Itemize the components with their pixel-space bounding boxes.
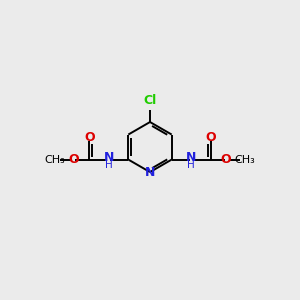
Text: N: N	[104, 151, 114, 164]
Text: CH₃: CH₃	[235, 154, 255, 165]
Text: O: O	[220, 153, 231, 166]
Text: N: N	[186, 151, 196, 164]
Text: H: H	[105, 160, 113, 170]
Text: CH₃: CH₃	[45, 154, 65, 165]
Text: H: H	[187, 160, 195, 170]
Text: N: N	[145, 166, 155, 178]
Text: O: O	[205, 131, 216, 144]
Text: O: O	[69, 153, 80, 166]
Text: Cl: Cl	[143, 94, 157, 107]
Text: O: O	[84, 131, 95, 144]
